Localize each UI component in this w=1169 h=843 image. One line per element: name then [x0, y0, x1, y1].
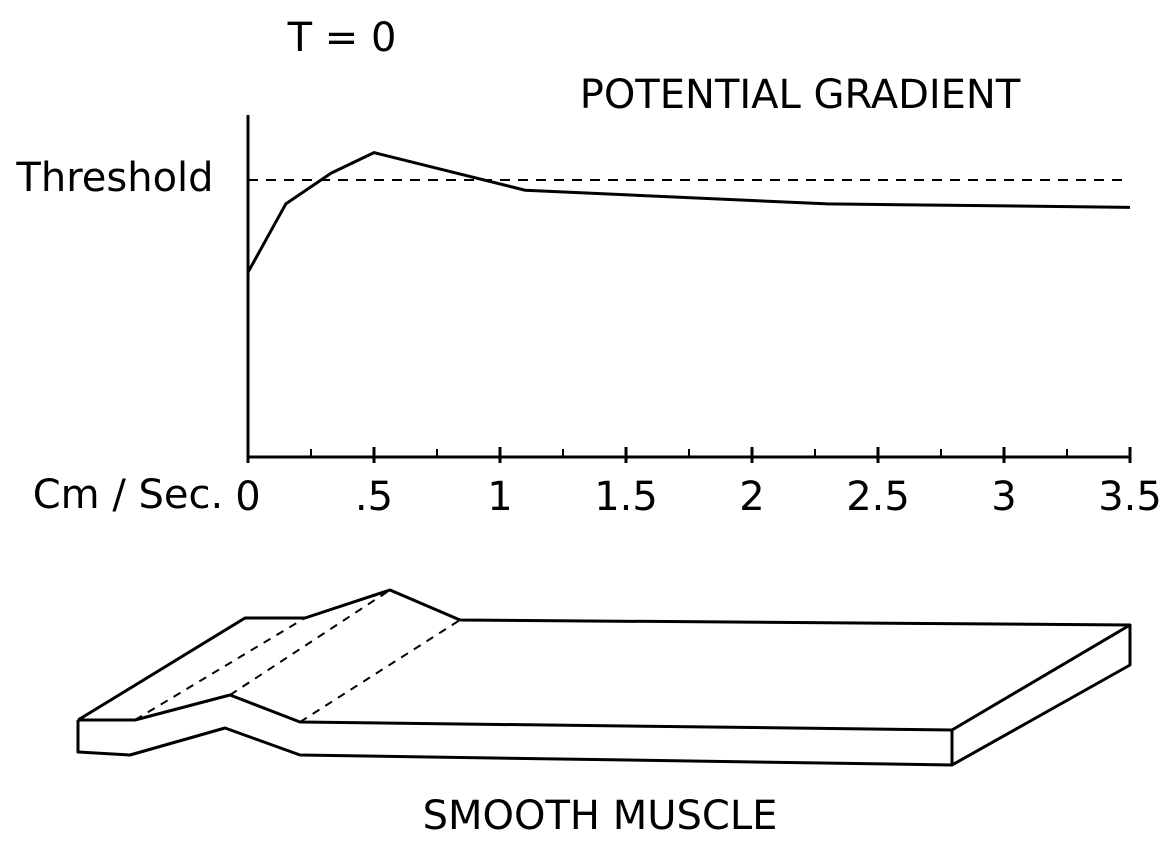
x-tick-label: 0 [235, 474, 260, 520]
chart-subtitle: T = 0 [287, 15, 397, 61]
x-tick-label: 2.5 [846, 474, 910, 520]
chart-title: POTENTIAL GRADIENT [580, 72, 1021, 118]
x-tick-label: 1.5 [594, 474, 658, 520]
x-tick-label: 3.5 [1098, 474, 1162, 520]
x-axis-label: Cm / Sec. [33, 472, 224, 518]
x-tick-label: 3 [991, 474, 1016, 520]
data-line [246, 151, 1131, 274]
caption: SMOOTH MUSCLE [423, 793, 778, 839]
x-tick-label: 2 [739, 474, 764, 520]
threshold-label: Threshold [15, 155, 213, 201]
x-tick-label: 1 [487, 474, 512, 520]
smooth-muscle-diagram [76, 588, 1132, 767]
x-tick-label: .5 [355, 474, 393, 520]
